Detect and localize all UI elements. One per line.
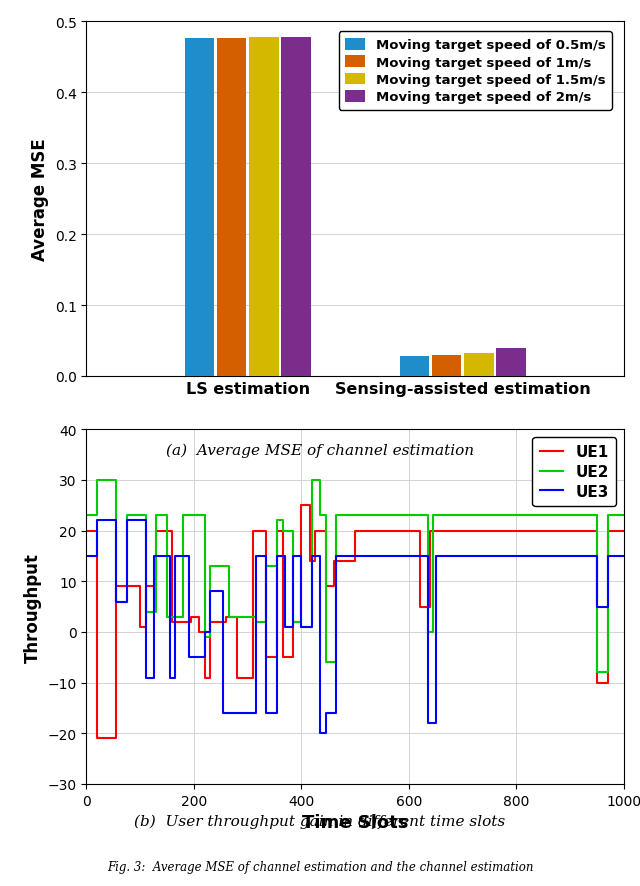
Bar: [464, 354, 493, 377]
Text: Fig. 3:  Average MSE of channel estimation and the channel estimation: Fig. 3: Average MSE of channel estimatio…: [107, 860, 533, 873]
Bar: [432, 355, 461, 377]
Y-axis label: Average MSE: Average MSE: [31, 138, 49, 260]
UE3: [83, 551, 90, 562]
UE3: [316, 728, 324, 739]
Bar: [497, 348, 526, 377]
UE1: [83, 525, 90, 536]
UE2: [163, 510, 171, 521]
Line: UE1: UE1: [86, 506, 624, 739]
UE2: [83, 510, 90, 521]
UE1: [311, 525, 319, 536]
Bar: [217, 39, 246, 377]
UE1: [620, 525, 628, 536]
UE3: [166, 551, 173, 562]
Legend: Moving target speed of 0.5m/s, Moving target speed of 1m/s, Moving target speed : Moving target speed of 0.5m/s, Moving ta…: [339, 32, 612, 111]
UE1: [289, 617, 297, 627]
UE1: [273, 525, 281, 536]
UE2: [93, 475, 101, 486]
Text: (a)  Average MSE of channel estimation: (a) Average MSE of channel estimation: [166, 443, 474, 457]
Bar: [184, 39, 214, 377]
UE3: [201, 627, 209, 638]
UE1: [93, 734, 101, 744]
Bar: [399, 357, 429, 377]
Line: UE3: UE3: [86, 521, 624, 734]
UE2: [322, 657, 330, 668]
UE2: [225, 611, 233, 622]
UE3: [308, 551, 316, 562]
Bar: [249, 38, 278, 377]
UE2: [620, 510, 628, 521]
UE3: [93, 516, 101, 526]
UE3: [220, 587, 227, 597]
UE2: [201, 632, 209, 642]
UE1: [152, 581, 160, 592]
UE1: [322, 525, 330, 536]
UE2: [593, 667, 601, 678]
Text: (b)  User throughput gain in different time slots: (b) User throughput gain in different ti…: [134, 814, 506, 828]
Legend: UE1, UE2, UE3: UE1, UE2, UE3: [532, 438, 616, 507]
X-axis label: Time Slots: Time Slots: [302, 813, 408, 831]
UE1: [249, 672, 257, 683]
UE1: [298, 501, 305, 511]
Bar: [282, 38, 311, 377]
UE3: [185, 652, 193, 663]
UE3: [206, 587, 214, 597]
UE2: [252, 611, 260, 622]
UE2: [206, 561, 214, 571]
Line: UE2: UE2: [86, 480, 624, 672]
UE3: [620, 551, 628, 562]
Y-axis label: Throughput: Throughput: [24, 552, 42, 662]
